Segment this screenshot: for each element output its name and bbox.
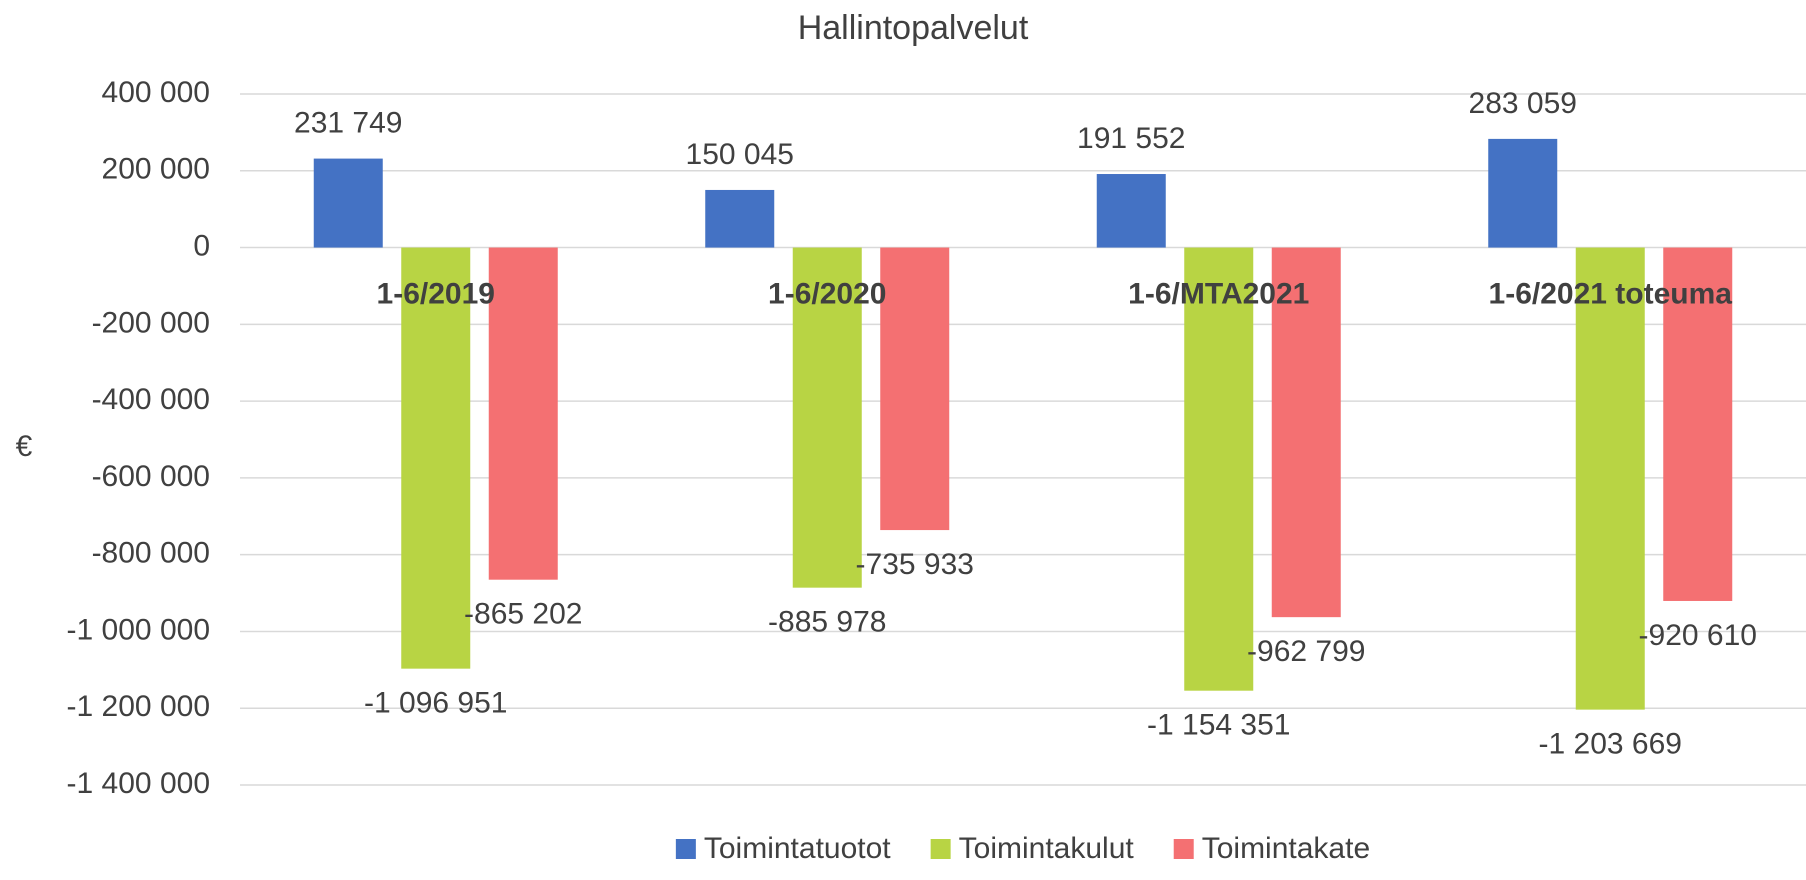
data-label: 231 749 [294,107,402,140]
bar [705,189,775,248]
y-tick-label: -200 000 [92,306,210,339]
data-label: -1 154 351 [1147,709,1290,742]
bar [488,247,558,580]
y-tick-label: 400 000 [102,76,210,109]
bar [1096,174,1166,248]
y-tick-label: 200 000 [102,153,210,186]
bar [1663,247,1733,601]
data-label: -962 799 [1247,635,1365,668]
x-tick-label: 1-6/2020 [768,277,886,310]
y-tick-label: -800 000 [92,537,210,570]
x-tick-label: 1-6/MTA2021 [1128,277,1309,310]
bar [1488,138,1558,248]
legend-label: Toimintakulut [959,832,1135,865]
data-label: -1 203 669 [1539,728,1682,761]
bar [1575,247,1645,710]
legend-label: Toimintatuotot [704,832,891,865]
data-label: -735 933 [856,548,974,581]
bar [792,247,862,588]
bar [1184,247,1254,691]
legend-swatch [675,839,696,859]
bar [880,247,950,531]
y-tick-label: -400 000 [92,383,210,416]
data-label: 283 059 [1469,87,1577,120]
x-tick-label: 1-6/2019 [377,277,495,310]
data-label: -885 978 [768,606,886,639]
legend-swatch [930,839,951,859]
bar [401,247,471,669]
legend-swatch [1173,839,1194,859]
bar [313,158,383,248]
data-label: -1 096 951 [364,687,507,720]
y-tick-label: -1 400 000 [67,767,210,800]
y-axis-label: € [16,430,33,463]
y-tick-label: -1 000 000 [67,613,210,646]
y-tick-label: -1 200 000 [67,690,210,723]
data-label: 191 552 [1077,122,1185,155]
y-tick-label: 0 [193,229,210,262]
data-label: -920 610 [1639,619,1757,652]
data-label: -865 202 [464,598,582,631]
x-tick-label: 1-6/2021 toteuma [1489,277,1733,310]
data-label: 150 045 [686,138,794,171]
y-tick-label: -600 000 [92,460,210,493]
legend-label: Toimintakate [1202,832,1370,865]
bar [1271,247,1341,618]
chart-title: Hallintopalvelut [798,9,1029,47]
